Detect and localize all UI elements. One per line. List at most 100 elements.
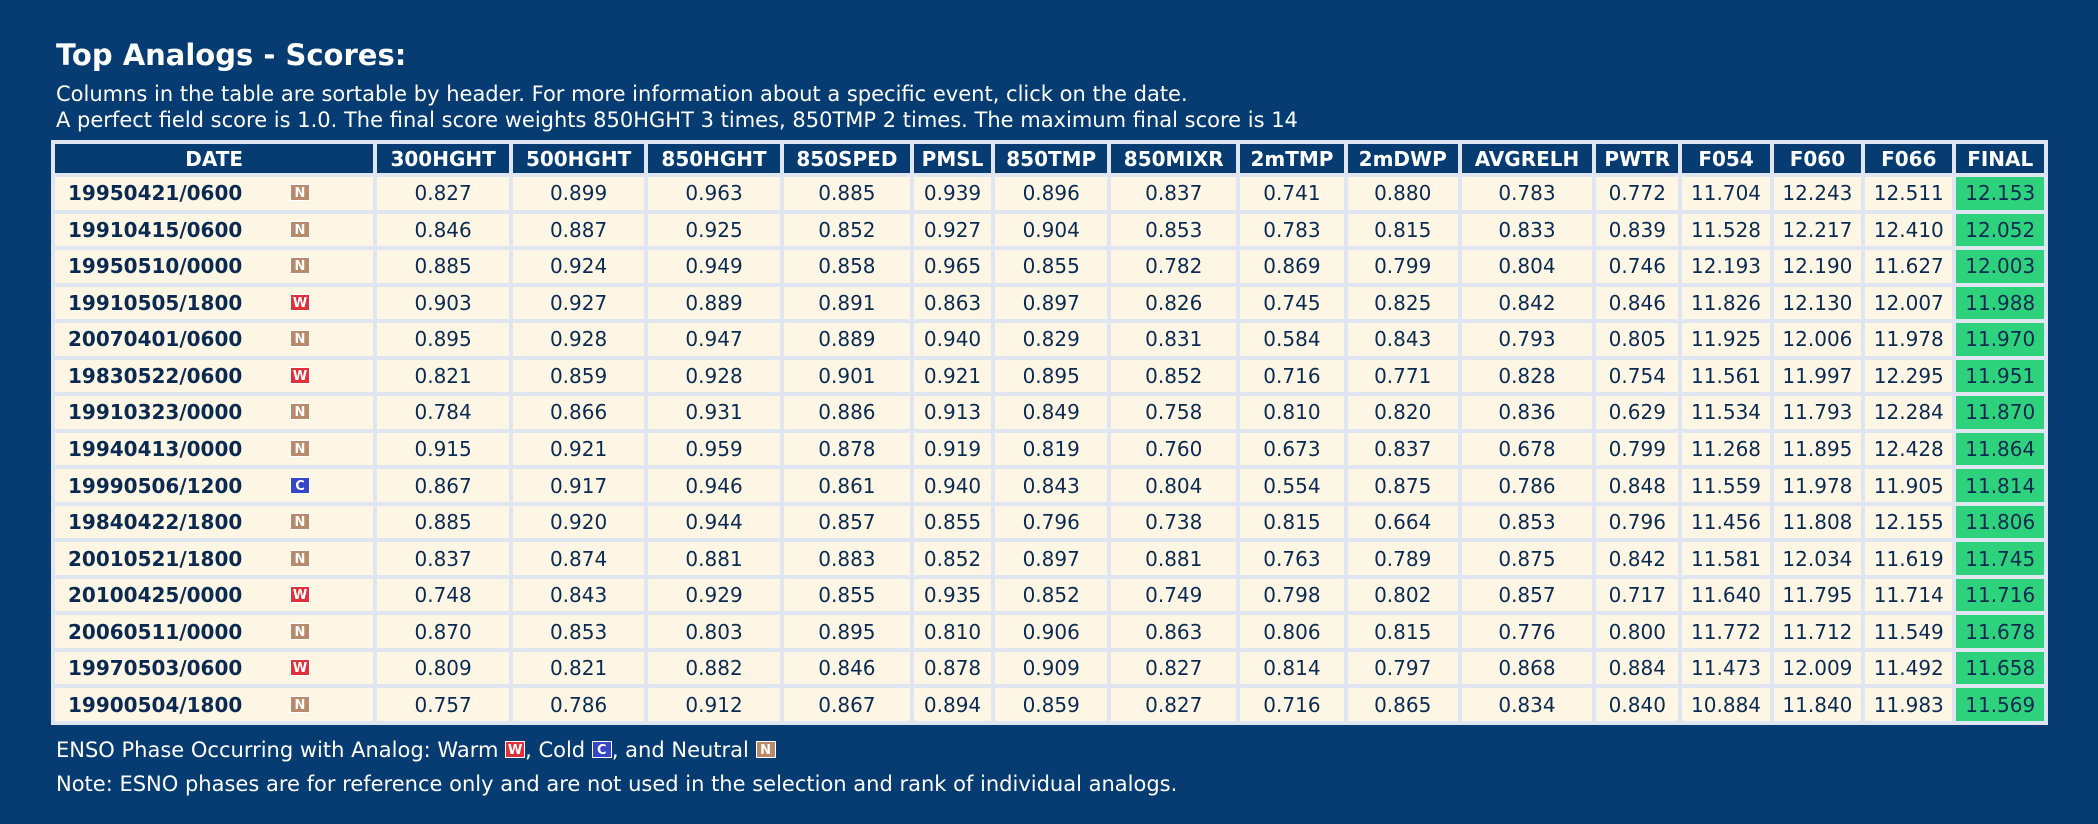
column-header-850hght[interactable]: 850HGHT bbox=[648, 144, 780, 173]
cell-2mdwp: 0.664 bbox=[1347, 505, 1458, 539]
column-header-f060[interactable]: F060 bbox=[1773, 144, 1862, 173]
column-header-f054[interactable]: F054 bbox=[1682, 144, 1770, 173]
event-date-link[interactable]: 20060511/0000 bbox=[68, 619, 243, 644]
cell-2mtmp: 0.763 bbox=[1240, 542, 1344, 575]
cell-850sped: 0.886 bbox=[783, 396, 910, 429]
cell-2mdwp: 0.789 bbox=[1347, 542, 1458, 575]
cell-2mdwp: 0.771 bbox=[1347, 359, 1458, 393]
cell-final: 11.988 bbox=[1956, 286, 2044, 320]
event-date-link[interactable]: 19900504/1800 bbox=[68, 692, 243, 717]
cell-f060: 12.130 bbox=[1773, 286, 1862, 320]
cell-300hght: 0.784 bbox=[377, 396, 509, 429]
column-header-2mdwp[interactable]: 2mDWP bbox=[1347, 144, 1458, 173]
cell-850tmp: 0.855 bbox=[995, 250, 1108, 283]
cell-f066: 12.155 bbox=[1865, 505, 1953, 539]
neutral-badge-icon: N bbox=[755, 740, 776, 758]
cell-2mtmp: 0.554 bbox=[1240, 469, 1344, 502]
cell-850tmp: 0.859 bbox=[995, 688, 1108, 721]
column-header-pmsl[interactable]: PMSL bbox=[914, 144, 992, 173]
column-header-pwtr[interactable]: PWTR bbox=[1596, 144, 1679, 173]
event-date-link[interactable]: 19830522/0600 bbox=[68, 363, 243, 388]
date-cell: 20060511/0000 N bbox=[55, 615, 374, 648]
cell-f054: 11.826 bbox=[1682, 286, 1770, 320]
cell-2mtmp: 0.716 bbox=[1240, 688, 1344, 721]
event-date-link[interactable]: 19910505/1800 bbox=[68, 290, 243, 315]
cell-f066: 12.295 bbox=[1865, 359, 1953, 393]
table-row: 19940413/0000 N 0.915 0.921 0.959 0.878 0.919 0… bbox=[55, 432, 2044, 466]
cell-avgrelh: 0.804 bbox=[1461, 250, 1593, 283]
cell-f054: 11.704 bbox=[1682, 177, 1770, 210]
cell-pmsl: 0.919 bbox=[914, 432, 992, 466]
cell-850mixr: 0.853 bbox=[1111, 213, 1237, 247]
cell-850tmp: 0.829 bbox=[995, 323, 1108, 356]
cell-500hght: 0.786 bbox=[512, 688, 645, 721]
warm-badge-icon: W bbox=[505, 740, 526, 758]
event-date-link[interactable]: 19970503/0600 bbox=[68, 656, 243, 681]
cell-850mixr: 0.804 bbox=[1111, 469, 1237, 502]
event-date-link[interactable]: 19950510/0000 bbox=[68, 254, 243, 279]
column-header-f066[interactable]: F066 bbox=[1865, 144, 1953, 173]
date-cell: 19940413/0000 N bbox=[55, 432, 374, 466]
cell-850mixr: 0.782 bbox=[1111, 250, 1237, 283]
column-header-850mixr[interactable]: 850MIXR bbox=[1111, 144, 1237, 173]
event-date-link[interactable]: 19940413/0000 bbox=[68, 436, 243, 461]
table-row: 20070401/0600 N 0.895 0.928 0.947 0.889 0.940 0… bbox=[55, 323, 2044, 356]
cell-final: 12.052 bbox=[1956, 213, 2044, 247]
cell-300hght: 0.821 bbox=[377, 359, 509, 393]
cell-f060: 12.034 bbox=[1773, 542, 1862, 575]
cell-300hght: 0.903 bbox=[377, 286, 509, 320]
event-date-link[interactable]: 19910415/0600 bbox=[68, 217, 243, 242]
cell-300hght: 0.870 bbox=[377, 615, 509, 648]
column-header-date[interactable]: DATE bbox=[55, 144, 374, 173]
cell-850hght: 0.803 bbox=[648, 615, 780, 648]
event-date-link[interactable]: 19910323/0000 bbox=[68, 400, 243, 425]
column-header-500hght[interactable]: 500HGHT bbox=[512, 144, 645, 173]
event-date-link[interactable]: 19840422/1800 bbox=[68, 510, 243, 535]
cell-pmsl: 0.894 bbox=[914, 688, 992, 721]
enso-warm-badge-icon: W bbox=[290, 366, 310, 384]
cell-500hght: 0.887 bbox=[512, 213, 645, 247]
event-date-link[interactable]: 20070401/0600 bbox=[68, 327, 243, 352]
event-date-link[interactable]: 19990506/1200 bbox=[68, 473, 243, 498]
cell-f054: 11.561 bbox=[1682, 359, 1770, 393]
cell-f054: 11.581 bbox=[1682, 542, 1770, 575]
cell-2mtmp: 0.783 bbox=[1240, 213, 1344, 247]
cell-pmsl: 0.939 bbox=[914, 177, 992, 210]
cell-f066: 11.619 bbox=[1865, 542, 1953, 575]
cell-850mixr: 0.852 bbox=[1111, 359, 1237, 393]
event-date-link[interactable]: 20010521/1800 bbox=[68, 546, 243, 571]
cell-850tmp: 0.906 bbox=[995, 615, 1108, 648]
note-text: Note: ESNO phases are for reference only… bbox=[56, 772, 1178, 796]
cell-avgrelh: 0.786 bbox=[1461, 469, 1593, 502]
column-header-300hght[interactable]: 300HGHT bbox=[377, 144, 509, 173]
cell-850hght: 0.912 bbox=[648, 688, 780, 721]
cell-850mixr: 0.863 bbox=[1111, 615, 1237, 648]
cell-850mixr: 0.758 bbox=[1111, 396, 1237, 429]
column-header-final[interactable]: FINAL bbox=[1956, 144, 2044, 173]
cell-avgrelh: 0.853 bbox=[1461, 505, 1593, 539]
cell-f066: 11.549 bbox=[1865, 615, 1953, 648]
cell-f054: 11.473 bbox=[1682, 651, 1770, 685]
cell-pwtr: 0.717 bbox=[1596, 578, 1679, 612]
column-header-850sped[interactable]: 850SPED bbox=[783, 144, 910, 173]
event-date-link[interactable]: 19950421/0600 bbox=[68, 181, 243, 206]
cell-300hght: 0.885 bbox=[377, 505, 509, 539]
enso-neutral-badge-icon: N bbox=[290, 513, 310, 531]
cell-2mdwp: 0.815 bbox=[1347, 213, 1458, 247]
cell-pwtr: 0.772 bbox=[1596, 177, 1679, 210]
enso-warm-badge-icon: W bbox=[290, 586, 310, 604]
cell-2mtmp: 0.716 bbox=[1240, 359, 1344, 393]
column-header-2mtmp[interactable]: 2mTMP bbox=[1240, 144, 1344, 173]
cell-850sped: 0.883 bbox=[783, 542, 910, 575]
column-header-850tmp[interactable]: 850TMP bbox=[995, 144, 1108, 173]
cell-850hght: 0.931 bbox=[648, 396, 780, 429]
cell-2mtmp: 0.798 bbox=[1240, 578, 1344, 612]
enso-legend: ENSO Phase Occurring with Analog: Warm W… bbox=[56, 737, 776, 763]
legend-cold-text: , Cold bbox=[525, 738, 586, 762]
cell-f060: 11.840 bbox=[1773, 688, 1862, 721]
cell-final: 11.716 bbox=[1956, 578, 2044, 612]
event-date-link[interactable]: 20100425/0000 bbox=[68, 583, 243, 608]
column-header-avgrelh[interactable]: AVGRELH bbox=[1461, 144, 1593, 173]
date-cell: 19910505/1800 W bbox=[55, 286, 374, 320]
cell-850hght: 0.925 bbox=[648, 213, 780, 247]
